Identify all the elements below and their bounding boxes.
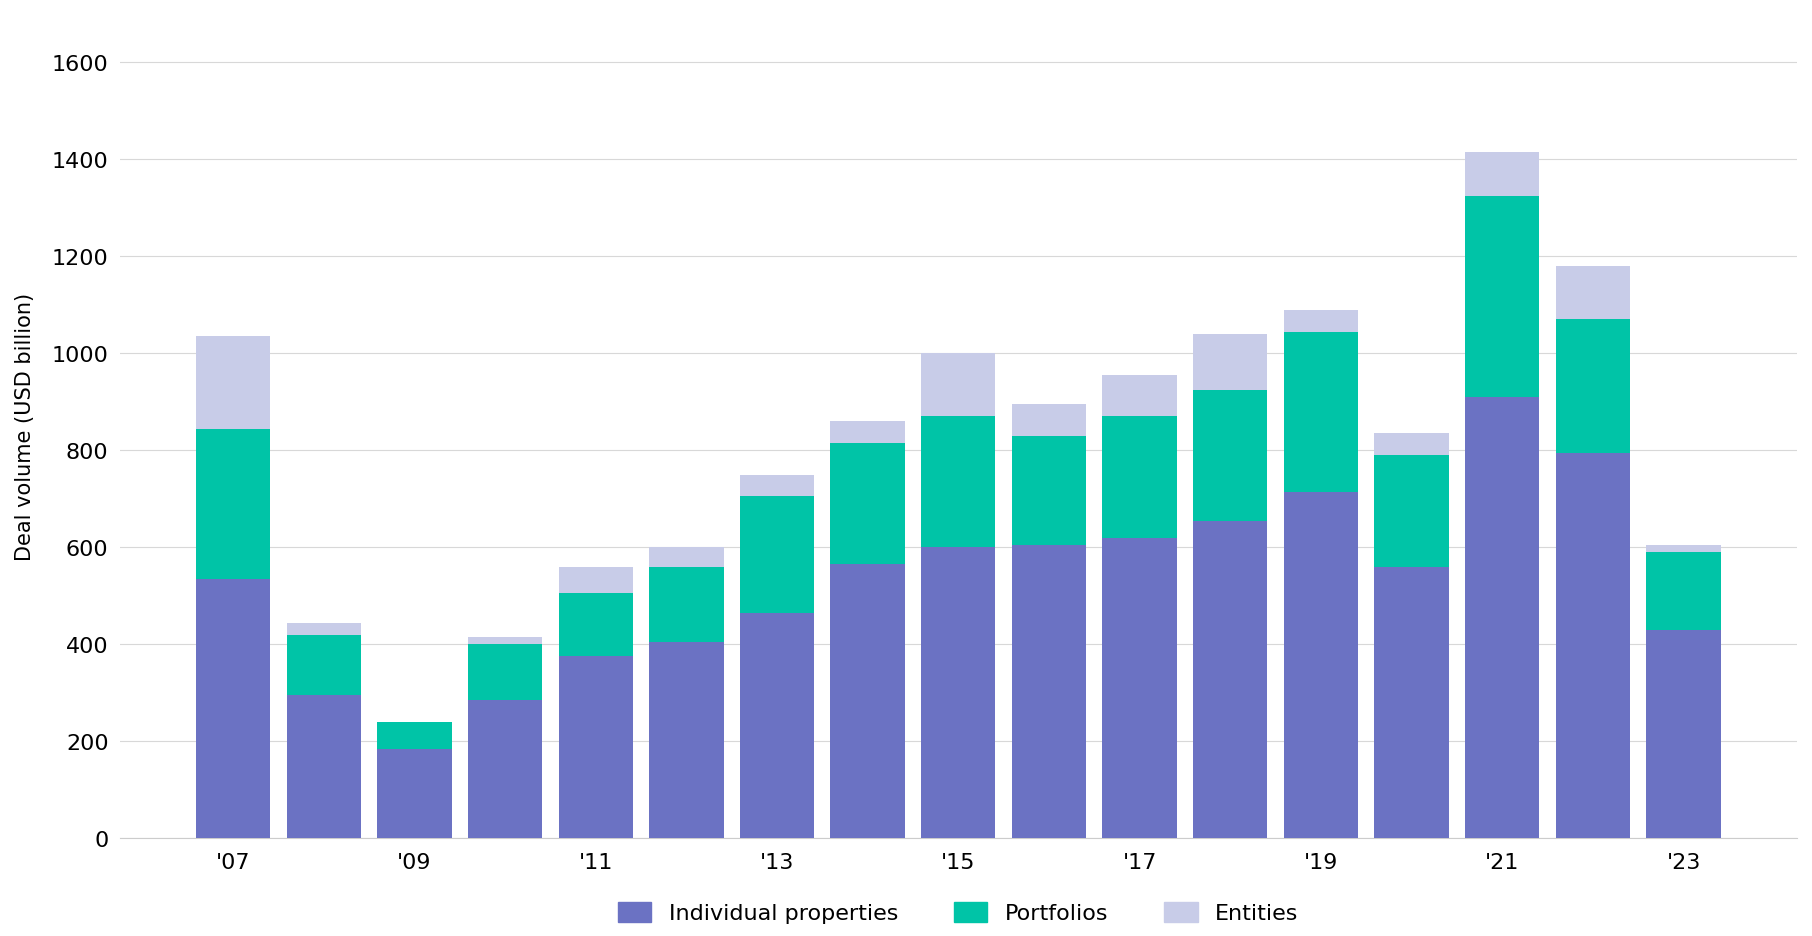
Legend: Individual properties, Portfolios, Entities: Individual properties, Portfolios, Entit… xyxy=(607,891,1310,934)
Bar xyxy=(1557,453,1631,839)
Bar xyxy=(196,429,270,579)
Bar xyxy=(649,567,723,642)
Bar xyxy=(286,695,361,839)
Y-axis label: Deal volume (USD billion): Deal volume (USD billion) xyxy=(14,293,34,561)
Bar xyxy=(467,645,542,700)
Bar xyxy=(1375,434,1450,456)
Bar xyxy=(1557,320,1631,453)
Bar xyxy=(830,564,904,839)
Bar xyxy=(1647,630,1721,839)
Bar xyxy=(558,593,632,657)
Bar xyxy=(1466,197,1540,398)
Bar xyxy=(467,637,542,645)
Bar xyxy=(1192,521,1267,839)
Bar xyxy=(649,642,723,839)
Bar xyxy=(830,444,904,564)
Bar xyxy=(1011,436,1085,546)
Bar xyxy=(1283,332,1359,492)
Bar xyxy=(1647,552,1721,630)
Bar xyxy=(196,337,270,429)
Bar xyxy=(377,723,451,749)
Bar xyxy=(1283,311,1359,332)
Bar xyxy=(558,567,632,593)
Bar xyxy=(1192,335,1267,390)
Bar xyxy=(1192,390,1267,521)
Bar xyxy=(920,548,995,839)
Bar xyxy=(1102,538,1176,839)
Bar xyxy=(739,497,814,613)
Bar xyxy=(1557,267,1631,320)
Bar xyxy=(1011,546,1085,839)
Bar xyxy=(1375,567,1450,839)
Bar xyxy=(467,700,542,839)
Bar xyxy=(196,579,270,839)
Bar xyxy=(649,548,723,567)
Bar xyxy=(1466,153,1540,197)
Bar xyxy=(830,422,904,444)
Bar xyxy=(1375,456,1450,567)
Bar xyxy=(286,635,361,695)
Bar xyxy=(1011,405,1085,436)
Bar xyxy=(739,613,814,839)
Bar xyxy=(558,657,632,839)
Bar xyxy=(1102,376,1176,417)
Bar xyxy=(920,417,995,548)
Bar xyxy=(1466,398,1540,839)
Bar xyxy=(920,354,995,417)
Bar xyxy=(1102,417,1176,538)
Bar xyxy=(377,749,451,839)
Bar xyxy=(739,475,814,497)
Bar xyxy=(286,622,361,635)
Bar xyxy=(1283,492,1359,839)
Bar xyxy=(1647,546,1721,552)
